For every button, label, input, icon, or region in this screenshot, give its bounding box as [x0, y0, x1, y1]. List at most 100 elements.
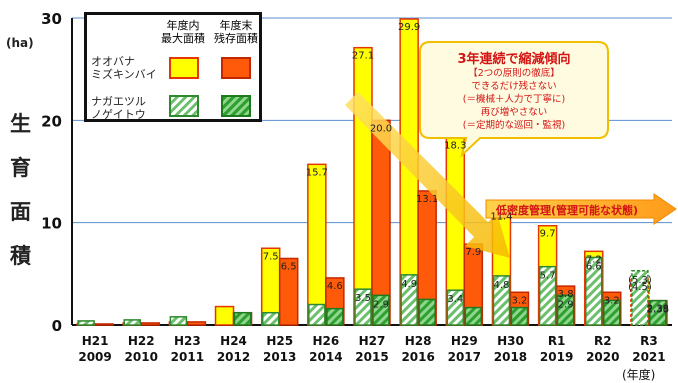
bar-nmax — [77, 320, 95, 326]
y-axis-label-char: 育 — [10, 156, 31, 180]
legend-species-2: ナガエツル ノゲイトウ — [91, 95, 146, 121]
x-tick-era: H21 — [82, 334, 109, 348]
bar-nmax — [585, 256, 603, 326]
x-tick-year: 2021 — [632, 350, 665, 364]
y-axis-label-char: 生 — [10, 112, 31, 136]
x-tick-era: H25 — [266, 334, 293, 348]
data-label: 2.9 — [558, 299, 574, 310]
data-label: 18.3 — [444, 141, 466, 152]
legend-species-1: オオバナ ミズキンバイ — [91, 55, 157, 81]
legend-swatch-orem — [221, 57, 251, 79]
bar-omax — [307, 163, 327, 326]
data-label: 4.6 — [327, 281, 343, 292]
x-tick-era: H23 — [174, 334, 201, 348]
bar-nmax — [169, 316, 188, 326]
data-label: 7.5 — [263, 251, 279, 262]
x-tick-year: 2010 — [125, 350, 158, 364]
annotation-title: 3年連続で縮減傾向 — [457, 52, 571, 67]
x-tick-year: 2014 — [309, 350, 342, 364]
data-label: 6.5 — [281, 261, 297, 272]
bar-nrem — [372, 294, 390, 326]
bar-omax — [353, 46, 373, 326]
legend-swatch-nmax — [169, 95, 199, 117]
bar-nmax — [308, 303, 326, 326]
data-label: 15.7 — [306, 167, 328, 178]
x-tick-year: 2017 — [448, 350, 481, 364]
data-label: (5.3) — [628, 275, 652, 286]
data-label: 9.7 — [540, 229, 556, 240]
annotation-bubble — [419, 41, 609, 159]
bar-nrem — [556, 294, 575, 326]
legend-swatch-nrem — [221, 95, 251, 117]
bar-nmax — [123, 319, 141, 326]
data-label: 3.5 — [355, 293, 371, 304]
x-tick-era: H30 — [497, 334, 524, 348]
x-tick-era: R1 — [548, 334, 566, 348]
data-label: 27.1 — [352, 51, 374, 62]
legend-swatch-omax — [169, 57, 199, 79]
x-tick-year: 2015 — [355, 350, 388, 364]
bar-orem — [94, 323, 114, 326]
bar-orem — [371, 119, 391, 326]
data-labels: 7.56.515.74.627.120.03.52.929.913.14.918… — [263, 22, 669, 316]
data-label: 29.9 — [398, 22, 420, 33]
y-axis-label-char: 積 — [10, 244, 31, 268]
x-tick-year: 2011 — [171, 350, 204, 364]
trend-arrow — [345, 92, 510, 258]
data-label: 7.2 — [586, 254, 602, 265]
data-label: 4.9 — [401, 279, 417, 290]
x-tick-year: 2019 — [540, 350, 573, 364]
bar-nmax — [354, 288, 372, 326]
x-tick-era: H28 — [405, 334, 432, 348]
bar-orem — [140, 322, 160, 326]
bar-nrem — [603, 299, 621, 326]
y-tick-label: 30 — [41, 10, 62, 28]
bar-nrem — [464, 306, 483, 326]
annotation-line: 【2つの原則の徹底】 — [468, 68, 560, 79]
x-axis-unit: (年度) — [622, 368, 656, 382]
bar-nrem — [510, 306, 529, 326]
bar-orem — [278, 257, 299, 326]
x-tick-era: R3 — [640, 334, 658, 348]
annotation-line: (＝定期的な巡回・監視) — [462, 120, 566, 131]
data-label: 3.2 — [512, 295, 528, 306]
y-axis-label-char: 面 — [10, 200, 31, 224]
x-tick-year: 2013 — [263, 350, 296, 364]
data-label: 13.1 — [416, 194, 438, 205]
bar-omax — [214, 305, 235, 326]
bar-nmax — [400, 274, 418, 326]
x-tick-era: R2 — [594, 334, 612, 348]
annotation-line: 再び増やさない — [480, 107, 548, 118]
x-tick-era: H29 — [451, 334, 478, 348]
management-label: 低密度管理(管理可能な状態) — [496, 204, 639, 217]
y-tick-label: 0 — [52, 317, 62, 335]
bar-nrem — [233, 311, 252, 326]
data-label: 20.0 — [370, 123, 392, 134]
annotation: 3年連続で縮減傾向 【2つの原則の徹底】 できるだけ残さない (＝機械＋人力で丁… — [424, 38, 604, 142]
x-tick-year: 2020 — [586, 350, 619, 364]
bar-nmax — [446, 289, 465, 326]
management-arrow — [485, 193, 677, 225]
bar-nmax — [538, 265, 557, 326]
x-tick-year: 2016 — [401, 350, 434, 364]
bar-nrem — [649, 299, 667, 326]
legend-col-remain: 年度末 残存面積 — [214, 19, 258, 45]
x-tick-era: H22 — [128, 334, 155, 348]
bar-nrem — [326, 307, 344, 326]
legend: 年度内 最大面積 年度末 残存面積 オオバナ ミズキンバイ ナガエツル ノゲイトウ — [84, 12, 262, 122]
x-tick-year: 2018 — [494, 350, 527, 364]
data-label: 6.6 — [586, 261, 602, 272]
bar-nmax — [492, 275, 511, 326]
data-label: 2.9 — [373, 299, 389, 310]
y-tick-label: 10 — [41, 215, 62, 233]
x-tick-era: H27 — [359, 334, 386, 348]
data-label: 3.2 — [604, 295, 620, 306]
annotation-line: (＝機械＋人力で丁寧に) — [462, 94, 566, 105]
bar-nmax — [261, 311, 280, 326]
x-tick-era: H24 — [220, 334, 247, 348]
y-tick-label: 20 — [41, 112, 62, 130]
legend-col-max: 年度内 最大面積 — [161, 19, 205, 45]
bar-orem — [186, 321, 207, 326]
data-label: 3.4 — [447, 294, 463, 305]
data-label: 5.7 — [540, 271, 556, 282]
